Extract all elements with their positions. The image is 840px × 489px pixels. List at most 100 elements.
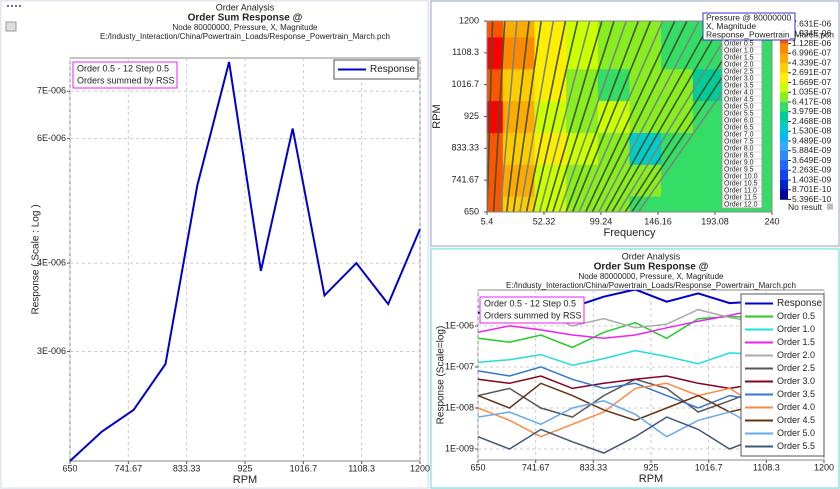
x-tick-label: 925 xyxy=(237,463,252,473)
colorbar-label: 3.979E-08 xyxy=(792,106,831,116)
order-line xyxy=(571,21,652,212)
colorbar-label: 1.669E-07 xyxy=(792,77,831,87)
order-line xyxy=(604,21,712,212)
y-tick-label: 1E-006 xyxy=(445,320,474,330)
order-label: Order 3.5 xyxy=(724,82,754,89)
order-label: Order 8.5 xyxy=(724,152,754,159)
y-tick-label: 3E-006 xyxy=(37,346,66,356)
chart-title: Order Sum Response @ xyxy=(188,13,303,24)
y-axis-label: RPM xyxy=(431,104,443,128)
x-axis-label: RPM xyxy=(639,473,663,485)
order-label: Order 9.5 xyxy=(724,166,754,173)
legend-title-box xyxy=(702,12,796,41)
colorbar-bin xyxy=(780,160,788,171)
colorbar-bin xyxy=(780,189,788,200)
annotation-box xyxy=(479,296,585,324)
order-line xyxy=(552,21,615,212)
x-tick-label: 1016.7 xyxy=(695,462,723,472)
order-label: Order 5.5 xyxy=(724,110,754,117)
colorbar-label: 2.263E-09 xyxy=(792,165,831,175)
x-tick-label: 5.4 xyxy=(481,216,494,226)
subtitle: Node 80000000, Pressure, X, Magnitude xyxy=(579,272,725,281)
order-label: Order 7.5 xyxy=(724,138,754,145)
colorbar-label: 5.884E-09 xyxy=(792,145,831,155)
colorbar-bin xyxy=(780,63,788,74)
colorbar-bin xyxy=(780,82,788,93)
colorbar-label: 6.417E-08 xyxy=(792,96,831,106)
contour-cell xyxy=(692,196,726,212)
order-label: Order 7.0 xyxy=(724,131,754,138)
colorbar-bin xyxy=(780,180,788,191)
source: E:/Industy_Interaction/China/Powertrain_… xyxy=(506,281,796,290)
x-tick-label: 1200 xyxy=(410,463,430,473)
menu-icon[interactable] xyxy=(5,5,21,32)
order-line xyxy=(598,21,700,212)
order-line xyxy=(532,21,579,212)
contour-cell xyxy=(487,132,504,165)
legend-label: Order 3.5 xyxy=(777,389,815,399)
colorbar-label: 8.701E-10 xyxy=(792,184,831,194)
order-line xyxy=(505,21,530,212)
contour-cell xyxy=(692,132,726,165)
order-label: Order 3.0 xyxy=(724,75,754,82)
order-label: Order 1.5 xyxy=(724,54,754,61)
legend-label: Order 4.5 xyxy=(777,415,815,425)
annotation: Order 0.5 - 12 Step 0.5 xyxy=(484,298,576,308)
series-group xyxy=(69,61,421,462)
x-tick-label: 240 xyxy=(764,216,779,226)
y-tick-label: 1E-007 xyxy=(445,361,474,371)
x-tick-label: 99.24 xyxy=(590,216,613,226)
order-line xyxy=(578,21,664,212)
subtitle: Node 80000000, Pressure, X, Magnitude xyxy=(173,23,319,32)
order-label: Order 12.0 xyxy=(724,201,758,208)
order-line xyxy=(538,21,591,212)
colorbar-label: 5.396E-10 xyxy=(792,194,831,204)
x-tick-label: 741.67 xyxy=(115,463,143,473)
colorbar-label: 1.128E-06 xyxy=(792,38,831,48)
contour-cell xyxy=(629,196,662,212)
order-label: Order 9.0 xyxy=(724,159,754,166)
y-tick-label: 4E-006 xyxy=(37,257,66,267)
annotation-box xyxy=(72,61,178,89)
legend-title: Pressure @ 80000000 xyxy=(706,12,791,22)
header: Order Analysis xyxy=(216,2,275,12)
colorbar-bin xyxy=(780,150,788,161)
legend-label: Order 5.5 xyxy=(777,441,815,451)
contour-cell xyxy=(502,132,536,165)
x-tick-label: 741.67 xyxy=(522,462,550,472)
order-label: Order 2.5 xyxy=(724,68,754,75)
colorbar-bin xyxy=(780,170,788,181)
order-label: Order 1.0 xyxy=(724,47,754,54)
order-line xyxy=(492,21,506,212)
colorbar-label: 1.403E-09 xyxy=(792,174,831,184)
colorbar-bin xyxy=(780,43,788,54)
order-line xyxy=(519,21,555,212)
order-line xyxy=(487,21,494,212)
colorbar-label: 9.489E-09 xyxy=(792,135,831,145)
y-axis-label: Response ( Scale : Log ) xyxy=(31,204,42,314)
order-label: Order 2.0 xyxy=(724,61,754,68)
x-axis-label: RPM xyxy=(233,474,257,486)
order-label: Order 8.0 xyxy=(724,145,754,152)
x-tick-label: 1200 xyxy=(814,462,834,472)
order-line xyxy=(565,21,640,212)
colorbar-bin xyxy=(780,121,788,132)
colorbar-bin xyxy=(780,72,788,83)
contour-cell xyxy=(661,196,694,212)
colorbar-label: 4.339E-07 xyxy=(792,57,831,67)
contour-cell xyxy=(661,164,694,197)
y-axis-label: Response (Scale=log) xyxy=(436,326,447,425)
y-tick-label: 741.67 xyxy=(451,175,479,185)
legend-title: Response_Powertrain_March.pch xyxy=(706,29,834,39)
legend-label: Order 3.0 xyxy=(777,376,815,386)
contour-cell xyxy=(692,164,726,197)
colorbar-bin xyxy=(780,141,788,152)
order-line xyxy=(591,21,688,212)
x-tick-label: 833.33 xyxy=(173,463,201,473)
colorbar-label: 3.649E-09 xyxy=(792,155,831,165)
legend-box xyxy=(740,293,825,457)
order-label: Order 10.5 xyxy=(724,180,758,187)
legend-label: Order 2.0 xyxy=(777,350,815,360)
colorbar-bin xyxy=(780,53,788,64)
x-tick-label: 193.08 xyxy=(701,216,729,226)
